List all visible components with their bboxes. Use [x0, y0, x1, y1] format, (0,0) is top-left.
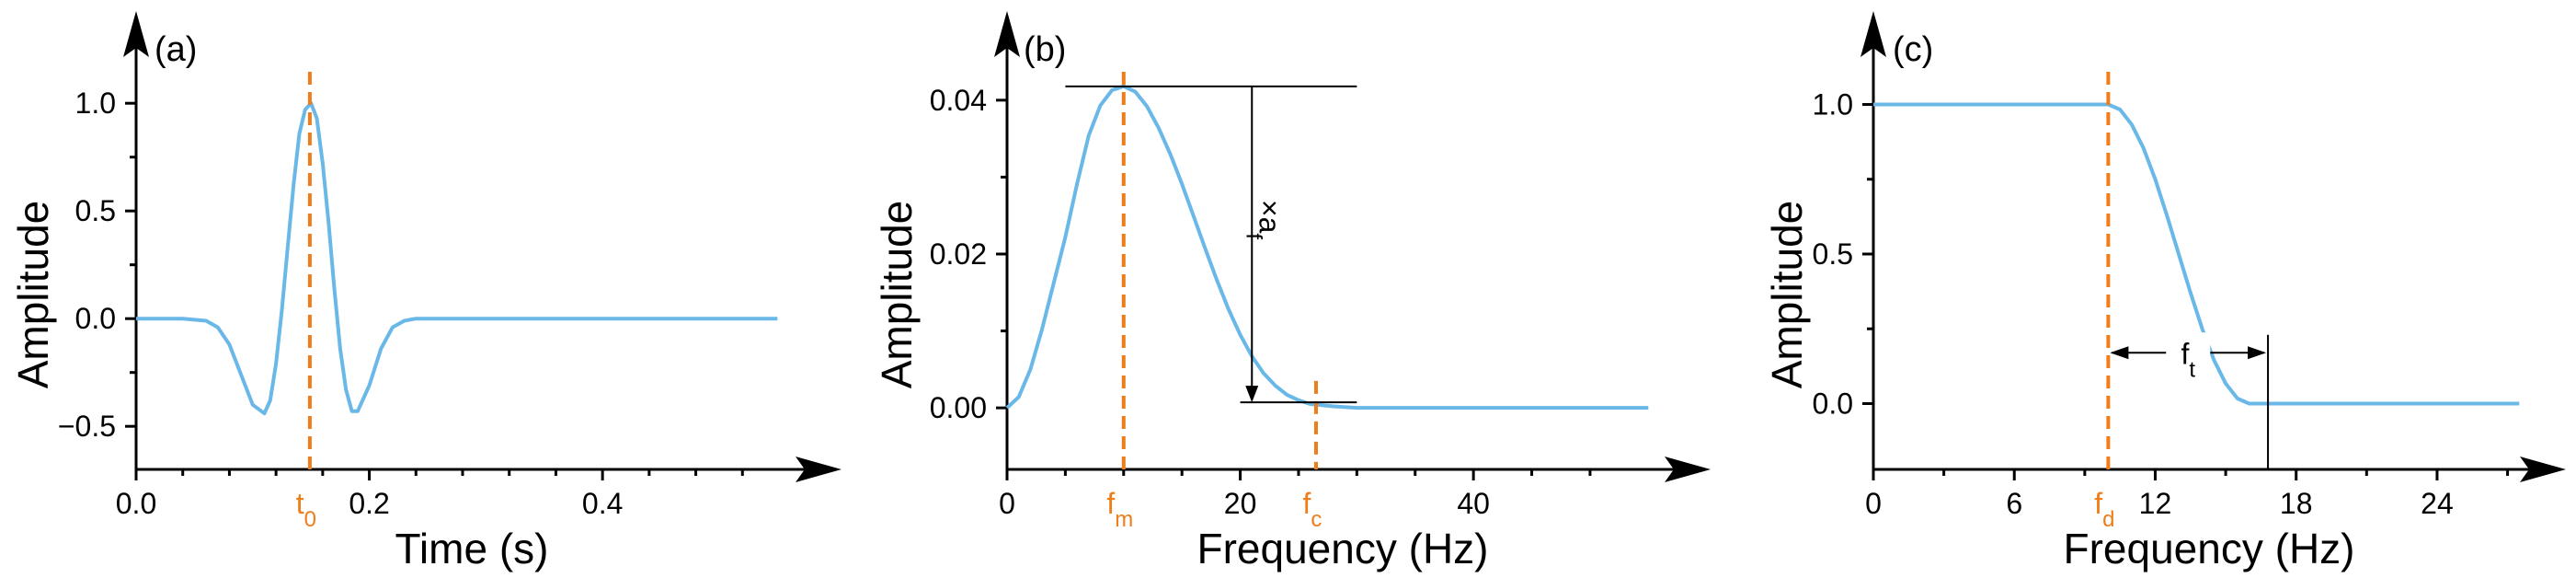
- attenuation-arrowhead: [1245, 386, 1259, 403]
- x-tick-label: 0.0: [116, 487, 156, 520]
- panel-label: (c): [1893, 30, 1933, 69]
- x-tick-label: 40: [1457, 487, 1490, 520]
- x-tick-label: 24: [2421, 487, 2454, 520]
- y-axis-arrow: [123, 11, 149, 57]
- x-tick-label: 0: [999, 487, 1015, 520]
- x-tick-label: 20: [1224, 487, 1257, 520]
- marker-label-base: t: [296, 487, 304, 520]
- x-tick-label: 0.4: [582, 487, 623, 520]
- marker-label-subscript: d: [2102, 507, 2114, 532]
- x-tick-label: 12: [2139, 487, 2172, 520]
- y-axis-arrow: [1860, 11, 1886, 57]
- x-tick-label: 6: [2006, 487, 2022, 520]
- marker-label: fc: [1303, 487, 1322, 532]
- taper-arrowhead-right: [2248, 346, 2267, 360]
- series-line: [1873, 102, 2520, 406]
- y-tick-label: 0.5: [1813, 237, 1853, 271]
- marker-label-base: f: [2094, 487, 2102, 520]
- y-tick-label: 0.04: [930, 84, 987, 117]
- panel-label: (b): [1024, 30, 1066, 69]
- y-tick-label: 0.0: [75, 302, 116, 335]
- x-axis-arrow: [2520, 457, 2566, 482]
- x-tick-label: 0.2: [349, 487, 389, 520]
- y-axis-title: Amplitude: [1763, 201, 1811, 389]
- attenuation-label-subscript: f: [1242, 233, 1266, 239]
- attenuation-label: ×af: [1242, 200, 1287, 239]
- marker-label: fd: [2094, 487, 2114, 532]
- series-line: [136, 101, 778, 416]
- marker-label-base: f: [1303, 487, 1311, 520]
- panel-b: 0 20 40 0.00 0.02 0.04 Frequency (Hz) Amplitude…: [873, 11, 1711, 572]
- taper-width-label-base: f: [2181, 337, 2189, 370]
- attenuation-label-base: ×a: [1253, 200, 1286, 234]
- panel-a: 0.0 0.2 0.4 −0.5 0.0 0.5 1.0 Time (s) Amplitude (…: [9, 11, 841, 572]
- y-tick-label: 0.02: [930, 237, 987, 271]
- x-tick-label: 0: [1865, 487, 1882, 520]
- y-axis-title: Amplitude: [873, 201, 921, 389]
- marker-label: fm: [1106, 487, 1133, 532]
- panel-label: (a): [155, 30, 197, 69]
- x-axis-title: Frequency (Hz): [1197, 525, 1489, 572]
- x-axis-arrow: [796, 457, 841, 482]
- series-line: [1005, 84, 1649, 410]
- y-tick-label: 0.00: [930, 391, 987, 424]
- marker-label-subscript: c: [1311, 507, 1322, 532]
- x-axis-title: Time (s): [395, 525, 549, 572]
- taper-arrowhead-left: [2110, 346, 2129, 360]
- y-tick-label: 0.0: [1813, 387, 1853, 421]
- taper-label-background: [2166, 332, 2211, 370]
- marker-label: t0: [296, 487, 316, 532]
- y-axis-arrow: [994, 11, 1020, 57]
- panel-c: 0 6 12 18 24 0.0 0.5 1.0 Frequency (Hz) Amplitude…: [1763, 11, 2566, 572]
- x-tick-label: 18: [2280, 487, 2313, 520]
- y-tick-label: 1.0: [1813, 88, 1853, 121]
- marker-label-subscript: 0: [304, 507, 316, 532]
- y-tick-label: 1.0: [75, 87, 116, 120]
- marker-label-base: f: [1106, 487, 1115, 520]
- x-axis-arrow: [1665, 457, 1711, 482]
- marker-label-subscript: m: [1115, 507, 1133, 532]
- taper-width-label: ft: [2181, 337, 2195, 382]
- x-axis-title: Frequency (Hz): [2064, 525, 2355, 572]
- y-tick-label: 0.5: [75, 194, 116, 227]
- y-axis-title: Amplitude: [9, 201, 57, 389]
- y-tick-label: −0.5: [58, 410, 116, 443]
- taper-width-label-subscript: t: [2189, 357, 2195, 382]
